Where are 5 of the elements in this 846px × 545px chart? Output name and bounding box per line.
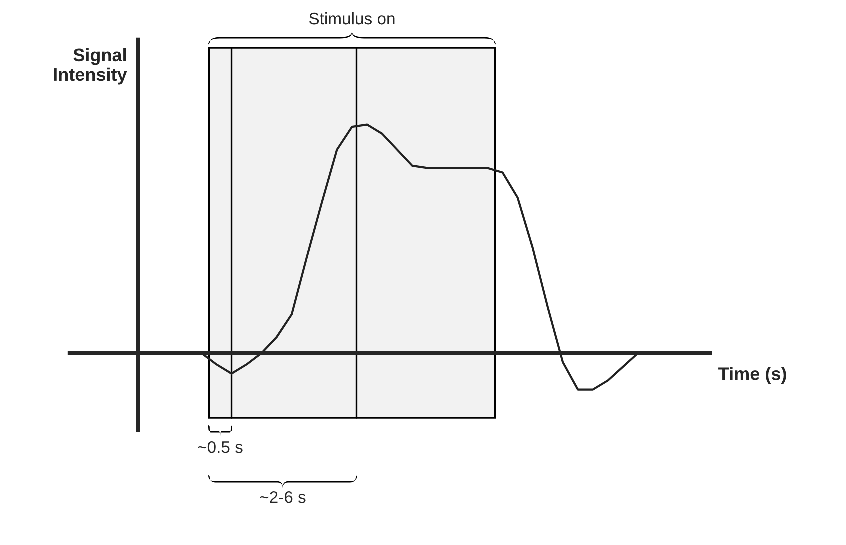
text: ~2-6 s bbox=[260, 491, 306, 504]
x-axis-title: Time (s) bbox=[718, 367, 786, 384]
text: ~0.5 s bbox=[198, 441, 243, 454]
text: Stimulus on bbox=[309, 12, 395, 25]
y-axis-title: Signal Intensity bbox=[54, 48, 128, 85]
